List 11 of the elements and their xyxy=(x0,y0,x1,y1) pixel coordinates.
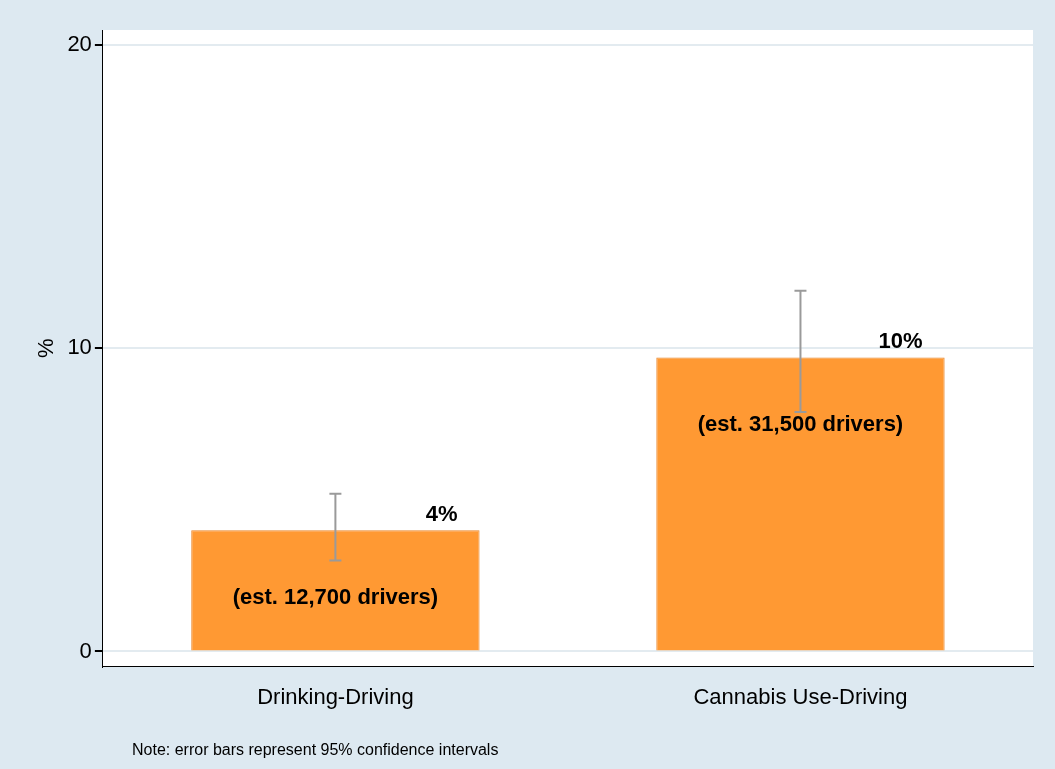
text: Note: error bars represent 95% confidence intervals xyxy=(132,741,499,759)
x-tick-label: Cannabis Use-Driving xyxy=(693,683,908,709)
x-tick-label: Drinking-Driving xyxy=(257,683,414,709)
y-tick-label: 0 xyxy=(79,637,92,663)
y-axis-title: % xyxy=(33,338,59,359)
annotation: (est. 12,700 drivers) xyxy=(232,584,439,610)
y-tick-label: 20 xyxy=(67,31,92,57)
data-label: 4% xyxy=(425,501,458,527)
data-label: 10% xyxy=(878,328,923,354)
annotation: (est. 31,500 drivers) xyxy=(697,411,904,437)
y-tick-label: 10 xyxy=(67,334,92,360)
